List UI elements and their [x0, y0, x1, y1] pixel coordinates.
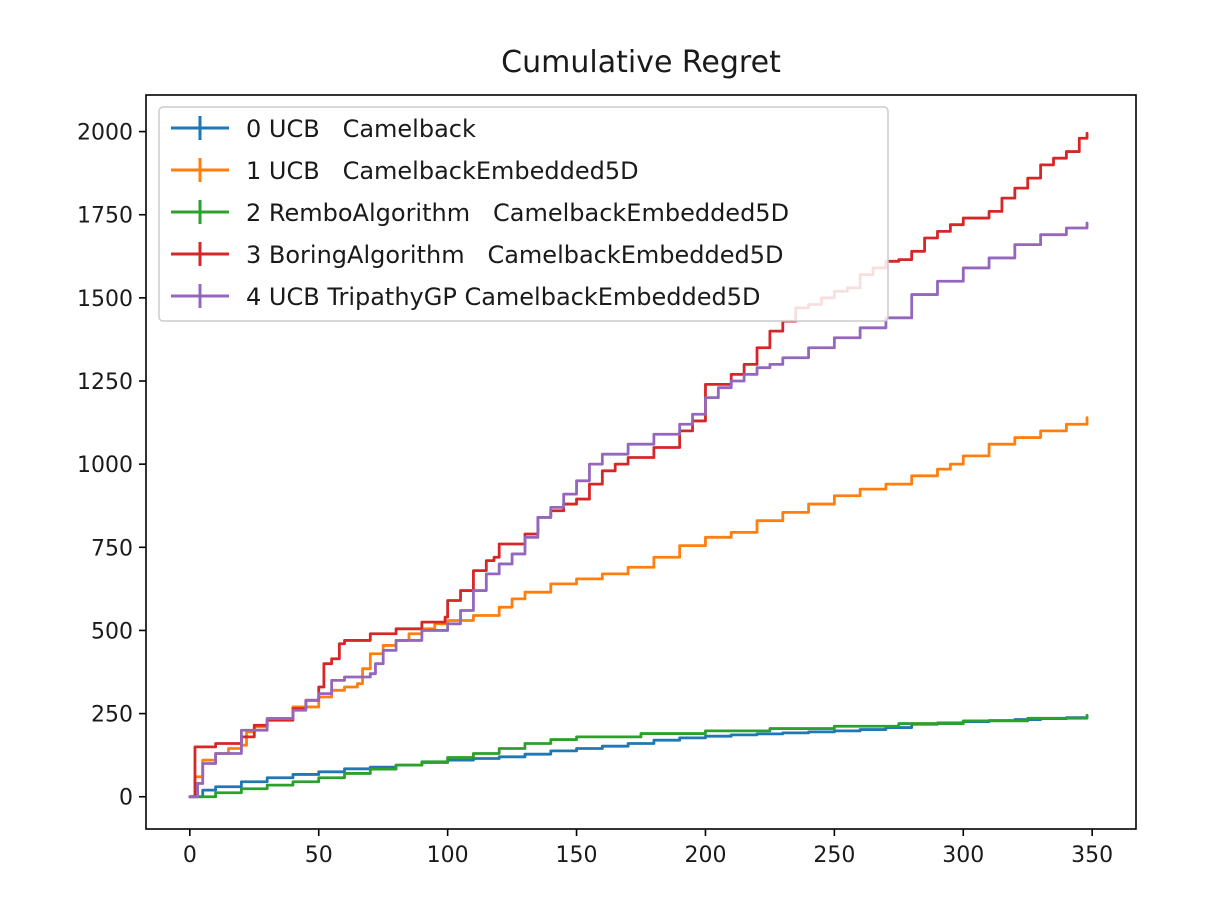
legend-entry: 1 UCB CamelbackEmbedded5D [171, 157, 639, 185]
x-tick-label: 300 [942, 843, 984, 868]
legend-label: 0 UCB Camelback [246, 115, 476, 143]
x-tick-label: 0 [183, 843, 197, 868]
series-line-3 [188, 131, 1089, 799]
series-line-1 [188, 416, 1089, 799]
x-tick-label: 150 [556, 843, 598, 868]
y-tick-label: 1000 [77, 453, 133, 478]
plot-frame [145, 94, 1137, 830]
y-tick-label: 250 [91, 703, 133, 728]
y-tick-label: 1250 [77, 370, 133, 395]
legend-entry: 3 BoringAlgorithm CamelbackEmbedded5D [171, 241, 784, 269]
series-line-2 [188, 713, 1089, 799]
series-line-4 [188, 221, 1089, 799]
y-axis: 0 250 500 750 1000 1250 1500 1750 2000 [77, 121, 146, 811]
legend-entry: 0 UCB Camelback [171, 115, 476, 143]
legend-label: 2 RemboAlgorithm CamelbackEmbedded5D [246, 199, 789, 227]
chart-title: Cumulative Regret [501, 45, 781, 80]
x-tick-label: 200 [684, 843, 726, 868]
legend-label: 3 BoringAlgorithm CamelbackEmbedded5D [246, 241, 784, 269]
y-tick-label: 2000 [77, 121, 133, 146]
x-tick-label: 100 [427, 843, 469, 868]
x-tick-label: 50 [305, 843, 333, 868]
legend-label: 4 UCB TripathyGP CamelbackEmbedded5D [246, 283, 761, 311]
legend-entry: 2 RemboAlgorithm CamelbackEmbedded5D [171, 199, 789, 227]
y-tick-label: 500 [91, 619, 133, 644]
legend-entry: 4 UCB TripathyGP CamelbackEmbedded5D [171, 283, 761, 311]
y-tick-label: 1750 [77, 204, 133, 229]
y-tick-label: 1500 [77, 287, 133, 312]
series-layer [188, 131, 1089, 799]
x-tick-label: 250 [813, 843, 855, 868]
legend-box [158, 106, 889, 322]
legend: 0 UCB Camelback 1 UCB CamelbackEmbedded5D… [158, 106, 889, 322]
x-axis: 0 50 100 150 200 250 300 350 [183, 829, 1113, 868]
y-tick-label: 750 [91, 536, 133, 561]
series-line-0 [188, 715, 1089, 799]
x-tick-label: 350 [1071, 843, 1113, 868]
y-tick-label: 0 [119, 786, 133, 811]
legend-label: 1 UCB CamelbackEmbedded5D [246, 157, 639, 185]
